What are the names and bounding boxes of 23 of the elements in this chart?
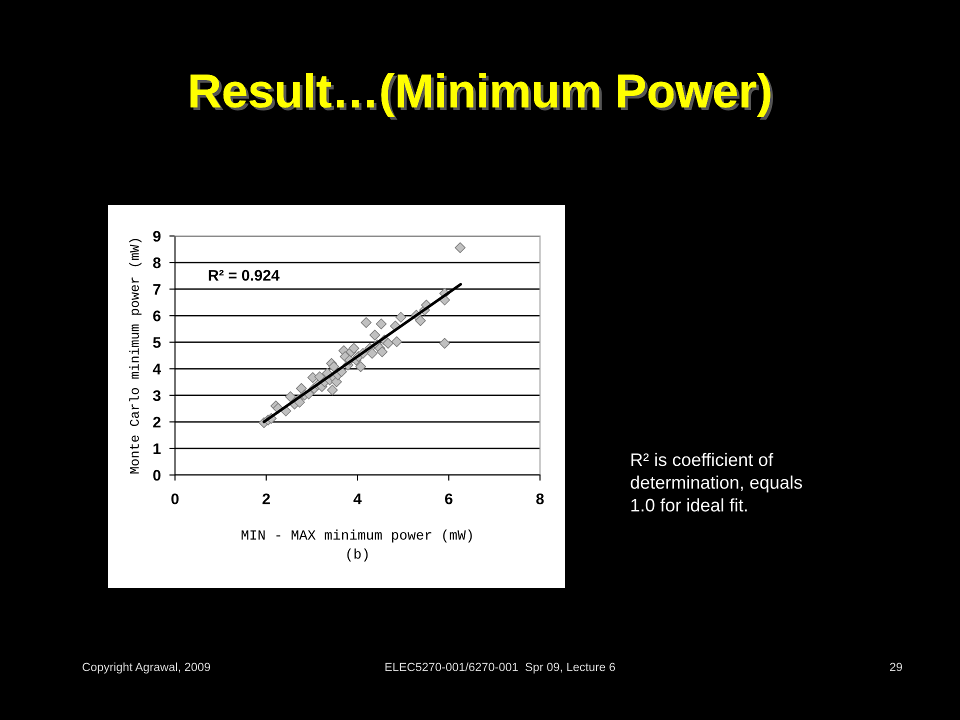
x-tick-label: 0 <box>171 493 179 504</box>
y-tick-label: 7 <box>153 284 160 295</box>
x-tick-label: 6 <box>445 493 452 504</box>
chart-title: Result…(Minimum Power) <box>190 72 773 120</box>
x-tick-label: 4 <box>353 494 362 504</box>
y-tick-label: 5 <box>153 337 161 348</box>
y-tick-label: 8 <box>153 257 161 268</box>
text: R² is coefficient of determination, equals 1.0 for ideal fit. <box>630 452 802 512</box>
y-tick-label: 4 <box>152 364 162 374</box>
x-tick-label: 8 <box>536 493 544 504</box>
y-tick-label: 9 <box>153 230 161 242</box>
text: ELEC5270-001/6270-001 Spr 09, Lecture 6 <box>385 662 616 674</box>
y-tick-label: 6 <box>153 310 161 322</box>
y-axis-title: Monte Carlo minimum power (mW) <box>129 238 142 474</box>
y-tick-label: 0 <box>153 470 160 481</box>
y-tick-label: 3 <box>152 390 161 402</box>
annotation: R² = 0.924 <box>208 270 280 281</box>
y-tick-label: 2 <box>153 416 160 428</box>
text: Copyright Agrawal, 2009 <box>82 662 210 674</box>
y-tick-label: 1 <box>154 443 161 454</box>
x-axis-title: MIN - MAX minimum power (mW) (b) <box>242 530 472 562</box>
text: 29 <box>890 662 902 672</box>
x-tick-label: 2 <box>262 493 270 504</box>
